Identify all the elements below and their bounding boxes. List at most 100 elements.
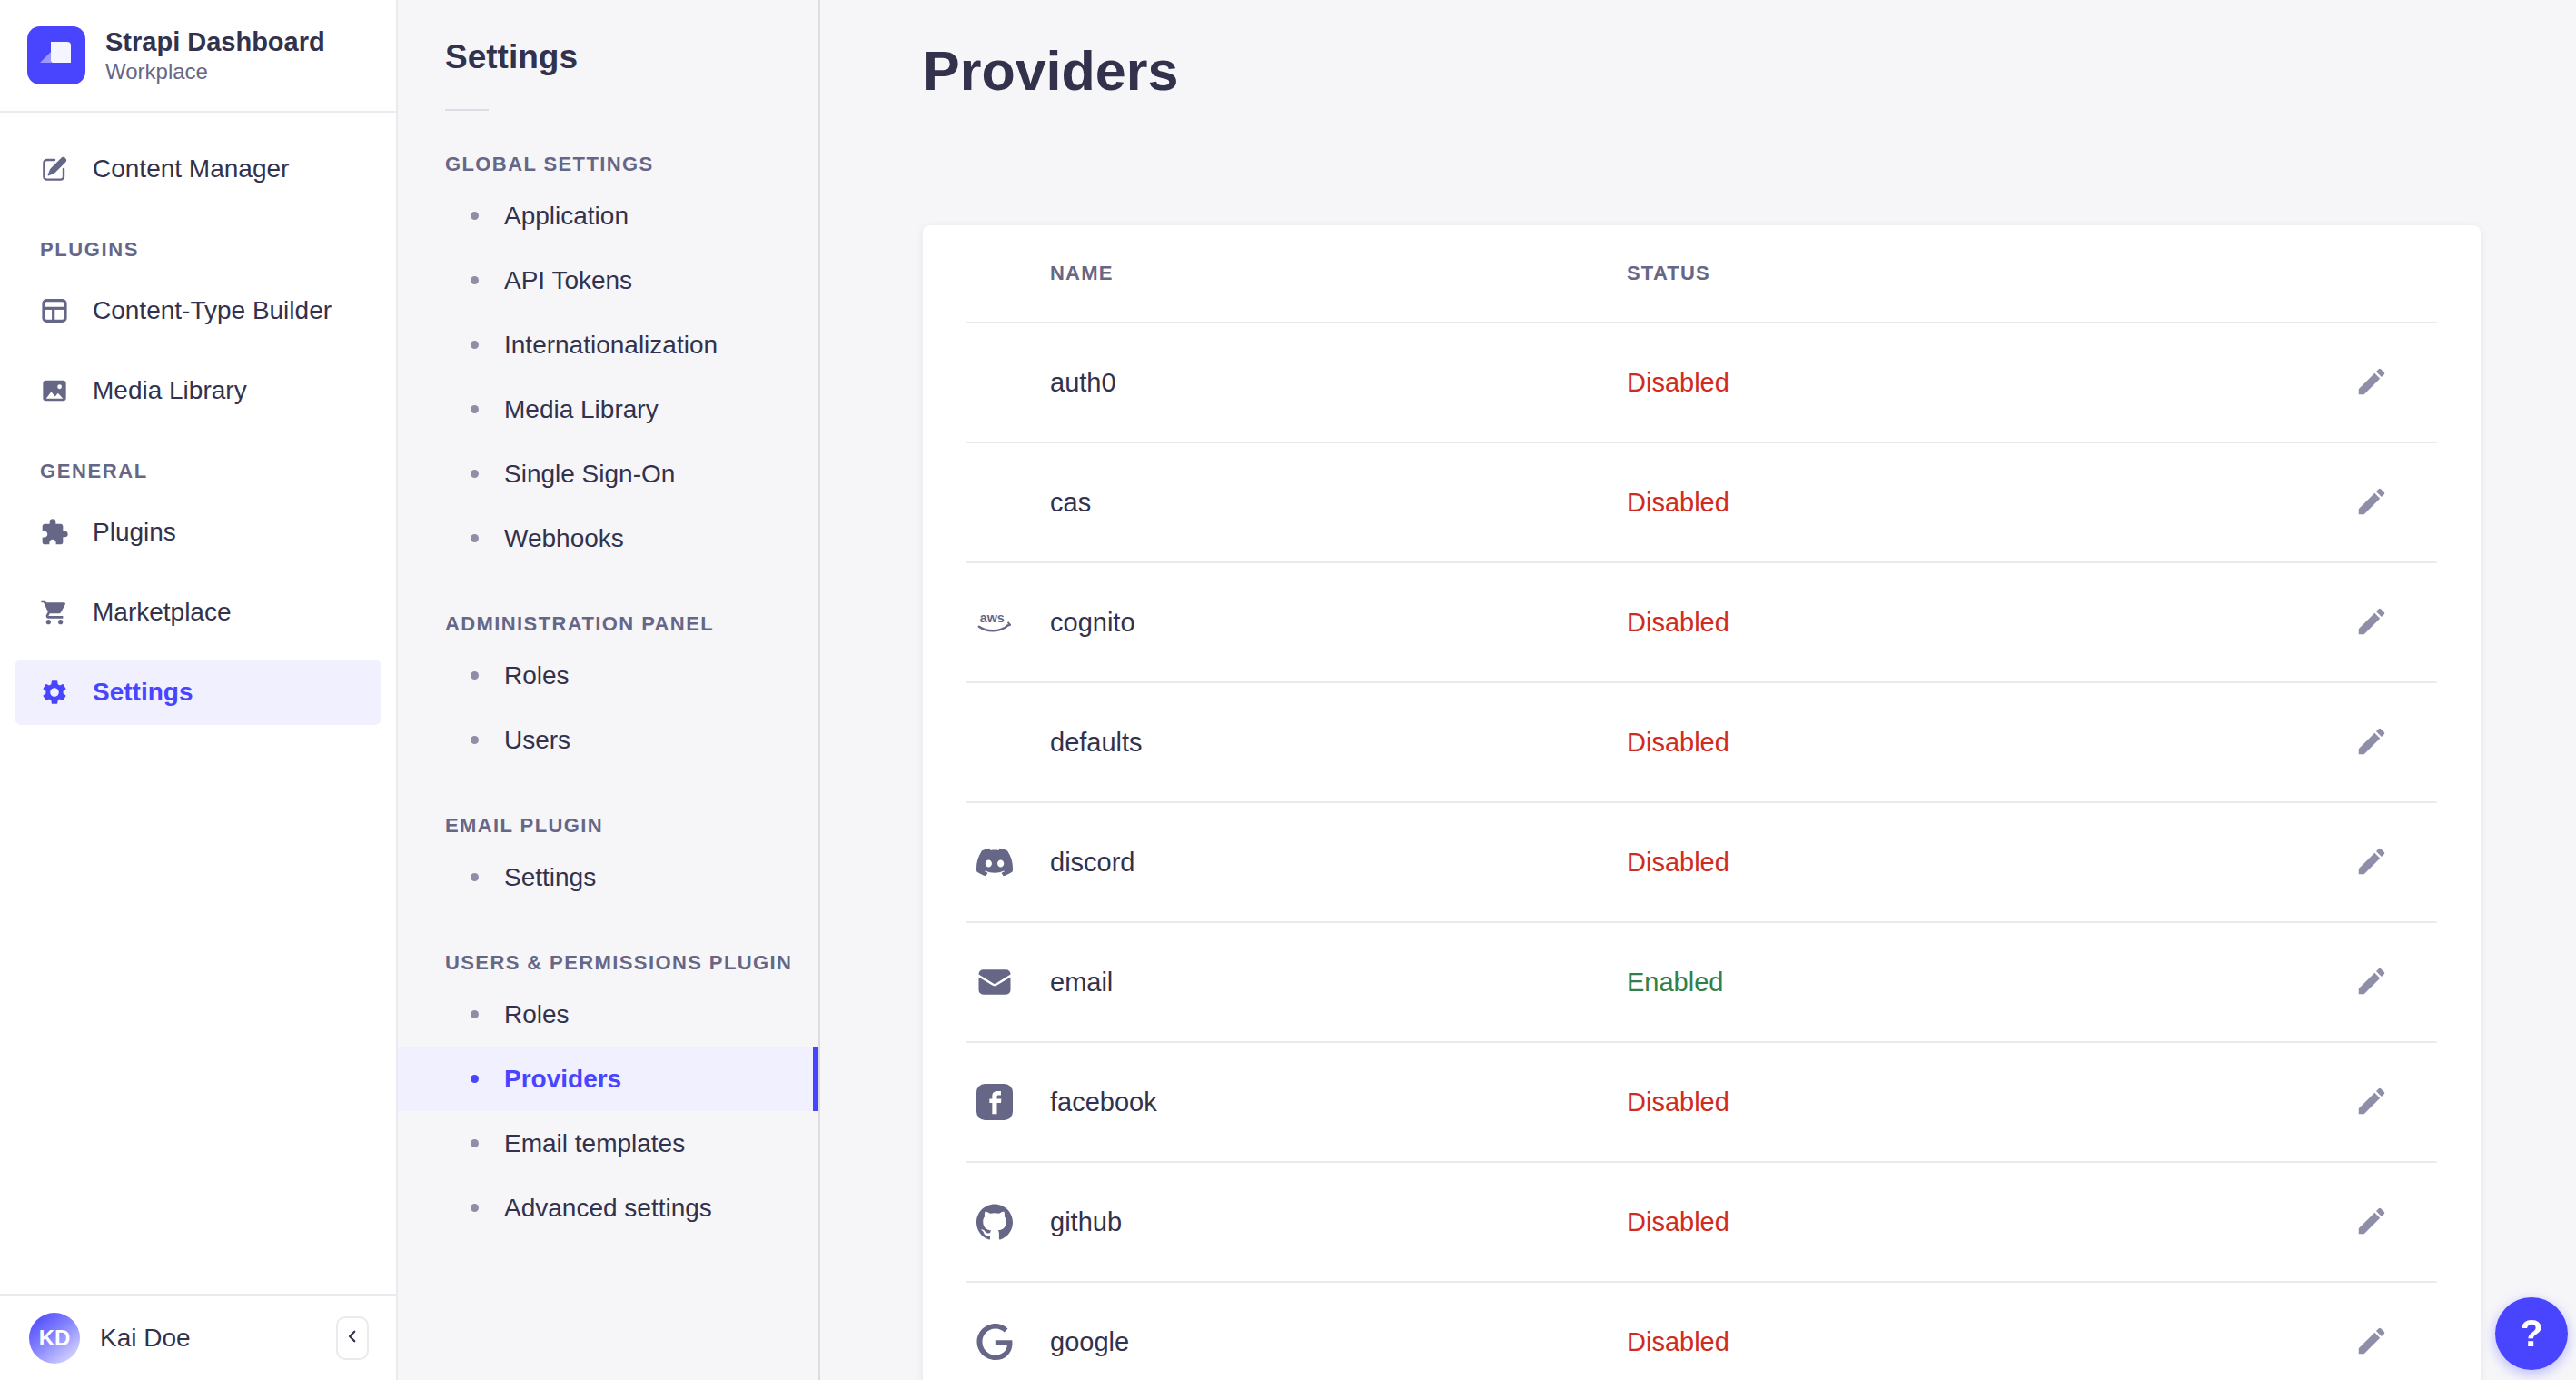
subnav-item-email-settings[interactable]: Settings [398, 845, 818, 909]
provider-name: facebook [1050, 1087, 1627, 1117]
subnav-item-up-roles[interactable]: Roles [398, 982, 818, 1047]
edit-provider-button[interactable] [2346, 837, 2397, 888]
subnav-item-label: API Tokens [504, 266, 632, 295]
subnav-item-application[interactable]: Application [398, 184, 818, 248]
edit-provider-button[interactable] [2346, 1196, 2397, 1247]
main-nav-list: Content Manager PLUGINS Content-Type Bui… [0, 113, 396, 1294]
strapi-logo-icon [27, 26, 85, 84]
sidebar-item-media-library[interactable]: Media Library [15, 358, 381, 423]
table-row: cas Disabled [923, 443, 2481, 561]
subnav-group-users-permissions: USERS & PERMISSIONS PLUGIN [445, 951, 818, 975]
layout-icon [40, 296, 69, 325]
sidebar-item-content-type-builder[interactable]: Content-Type Builder [15, 278, 381, 343]
bullet-icon [471, 212, 479, 220]
workspace-brand[interactable]: Strapi Dashboard Workplace [0, 0, 396, 113]
subnav-item-email-templates[interactable]: Email templates [398, 1111, 818, 1176]
subnav-item-advanced-settings[interactable]: Advanced settings [398, 1176, 818, 1240]
google-icon [976, 1323, 1014, 1361]
bullet-icon [471, 341, 479, 349]
bullet-icon [471, 671, 479, 680]
edit-provider-button[interactable] [2346, 1316, 2397, 1367]
subnav-item-label: Email templates [504, 1129, 685, 1158]
status-text: Disabled [1627, 1087, 2315, 1117]
subnav-title: Settings [445, 38, 818, 76]
edit-provider-button[interactable] [2346, 717, 2397, 768]
bullet-icon [471, 736, 479, 744]
subnav-item-label: Roles [504, 1000, 570, 1029]
facebook-icon [976, 1083, 1014, 1121]
subnav-group-administration-panel: ADMINISTRATION PANEL [445, 612, 818, 636]
status-text: Enabled [1627, 968, 2315, 998]
sidebar-item-label: Content Manager [93, 154, 289, 184]
status-text: Disabled [1627, 608, 2315, 638]
main-content: Providers NAME STATUS auth0 Disabled cas [820, 0, 2576, 1380]
column-header-name: NAME [1050, 262, 1627, 285]
subnav-item-api-tokens[interactable]: API Tokens [398, 248, 818, 313]
app-root: Strapi Dashboard Workplace Content Manag… [0, 0, 2576, 1380]
subnav-item-label: Settings [504, 863, 596, 892]
chevron-left-icon [344, 1328, 361, 1347]
edit-provider-button[interactable] [2346, 957, 2397, 1008]
subnav-item-media-library[interactable]: Media Library [398, 377, 818, 442]
edit-provider-button[interactable] [2346, 477, 2397, 528]
subnav-item-single-sign-on[interactable]: Single Sign-On [398, 442, 818, 506]
pencil-square-icon [40, 154, 69, 184]
collapse-sidebar-button[interactable] [336, 1316, 369, 1360]
status-text: Disabled [1627, 728, 2315, 758]
sidebar-section-general: GENERAL [40, 460, 356, 483]
table-row: email Enabled [923, 923, 2481, 1041]
pencil-icon [2354, 964, 2389, 1001]
avatar: KD [29, 1313, 80, 1364]
subnav-item-admin-roles[interactable]: Roles [398, 643, 818, 708]
subnav-group-global-settings: GLOBAL SETTINGS [445, 153, 818, 176]
edit-provider-button[interactable] [2346, 597, 2397, 648]
pencil-icon [2354, 1324, 2389, 1361]
subnav-item-label: Providers [504, 1065, 621, 1094]
sidebar-item-label: Settings [93, 678, 193, 707]
bullet-icon [471, 534, 479, 542]
pencil-icon [2354, 604, 2389, 641]
subnav-item-admin-users[interactable]: Users [398, 708, 818, 772]
bullet-icon [471, 276, 479, 284]
pencil-icon [2354, 1084, 2389, 1121]
help-button[interactable]: ? [2495, 1297, 2568, 1370]
sidebar-item-marketplace[interactable]: Marketplace [15, 580, 381, 645]
subnav-item-label: Single Sign-On [504, 460, 675, 489]
edit-provider-button[interactable] [2346, 357, 2397, 408]
settings-subnav: Settings GLOBAL SETTINGS Application API… [398, 0, 820, 1380]
question-mark-icon: ? [2520, 1312, 2543, 1355]
table-row: aws cognito Disabled [923, 563, 2481, 681]
provider-name: cognito [1050, 608, 1627, 638]
sidebar-item-settings[interactable]: Settings [15, 660, 381, 725]
subnav-group-email-plugin: EMAIL PLUGIN [445, 814, 818, 838]
sidebar-item-label: Content-Type Builder [93, 296, 332, 325]
sidebar-item-label: Plugins [93, 518, 176, 547]
table-row: github Disabled [923, 1163, 2481, 1281]
subnav-item-label: Users [504, 726, 570, 755]
gear-icon [40, 678, 69, 707]
sidebar-item-plugins[interactable]: Plugins [15, 500, 381, 565]
subnav-item-internationalization[interactable]: Internationalization [398, 313, 818, 377]
providers-table: NAME STATUS auth0 Disabled cas Disabled [923, 225, 2481, 1380]
table-row: facebook Disabled [923, 1043, 2481, 1161]
sidebar-section-plugins: PLUGINS [40, 238, 356, 262]
sidebar-item-label: Media Library [93, 376, 247, 405]
pencil-icon [2354, 1204, 2389, 1241]
envelope-icon [976, 963, 1014, 1001]
column-header-status: STATUS [1627, 262, 2315, 285]
sidebar-item-label: Marketplace [93, 598, 232, 627]
status-text: Disabled [1627, 848, 2315, 878]
picture-icon [40, 376, 69, 405]
edit-provider-button[interactable] [2346, 1077, 2397, 1127]
table-row: google Disabled [923, 1283, 2481, 1380]
github-icon [976, 1203, 1014, 1241]
subnav-item-webhooks[interactable]: Webhooks [398, 506, 818, 571]
page-title: Providers [923, 38, 2481, 104]
sidebar-item-content-manager[interactable]: Content Manager [15, 136, 381, 202]
pencil-icon [2354, 484, 2389, 521]
subnav-item-label: Application [504, 202, 629, 231]
subnav-item-providers[interactable]: Providers [398, 1047, 818, 1111]
provider-name: auth0 [1050, 368, 1627, 398]
bullet-icon [471, 873, 479, 881]
table-row: discord Disabled [923, 803, 2481, 921]
